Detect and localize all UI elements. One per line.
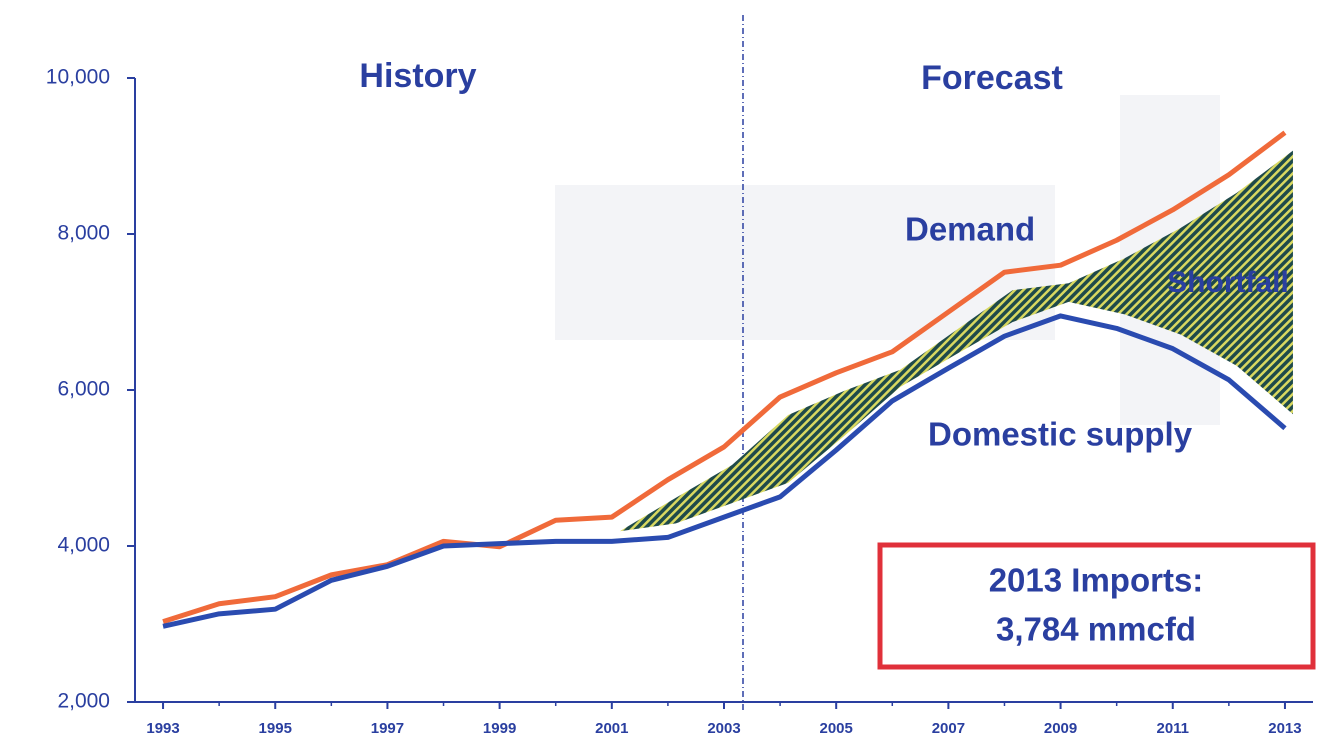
x-tick-label: 1993 — [146, 720, 179, 737]
x-tick-label: 2001 — [595, 720, 628, 737]
annotation: Forecast — [921, 59, 1063, 97]
y-tick-label: 10,000 — [46, 66, 110, 89]
x-tick-label: 1999 — [483, 720, 516, 737]
series-line — [162, 313, 1287, 629]
imports-box — [877, 542, 1316, 670]
series-label: Demand — [905, 211, 1035, 248]
annotation: Shortfall — [1167, 266, 1289, 299]
series-line — [162, 130, 1287, 625]
x-tick-label: 1995 — [259, 720, 292, 737]
annotation: History — [359, 57, 476, 95]
shade — [555, 185, 1055, 340]
y-tick-label: 6,000 — [57, 378, 110, 401]
y-tick-label: 2,000 — [57, 690, 110, 713]
shortfall-area — [619, 150, 1293, 532]
y-tick-label: 8,000 — [57, 222, 110, 245]
annotation: 3,784 mmcfd — [996, 611, 1196, 648]
x-tick-label: 2003 — [707, 720, 740, 737]
x-tick-label: 1997 — [371, 720, 404, 737]
y-tick-label: 4,000 — [57, 534, 110, 557]
x-tick-label: 2013 — [1268, 720, 1301, 737]
x-tick-label: 2007 — [932, 720, 965, 737]
x-tick-label: 2009 — [1044, 720, 1077, 737]
annotation: 2013 Imports: — [989, 562, 1204, 599]
series-label: Domestic supply — [928, 416, 1193, 453]
x-tick-label: 2005 — [820, 720, 853, 737]
x-tick-label: 2011 — [1156, 720, 1189, 737]
